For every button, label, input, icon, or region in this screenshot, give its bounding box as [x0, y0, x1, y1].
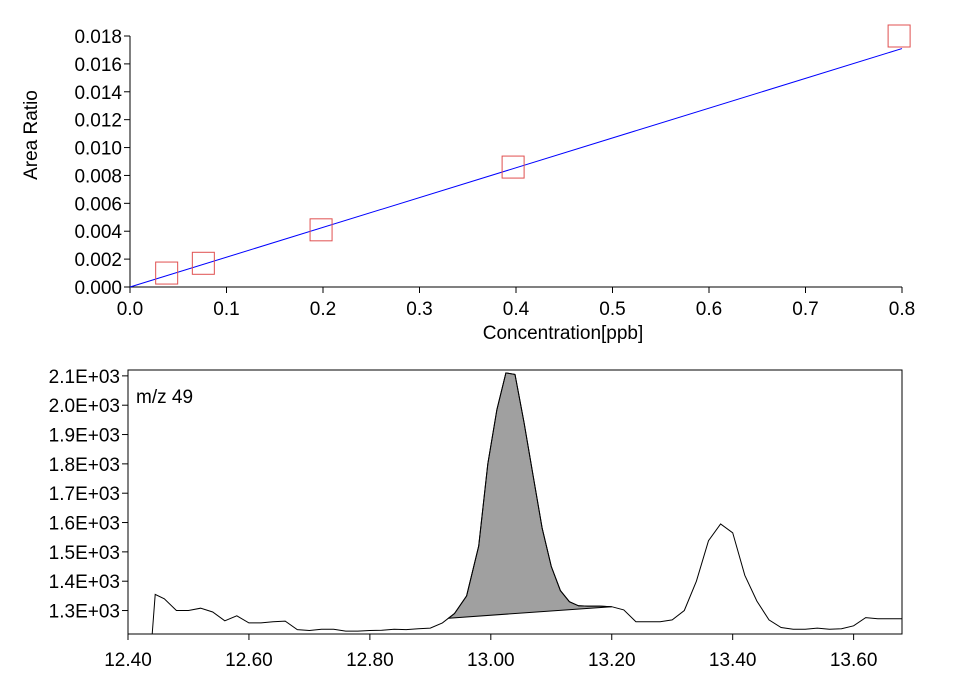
x-tick-label: 0.1 — [213, 299, 239, 320]
chromatogram-y-ticks: 1.3E+03 1.4E+03 1.5E+03 1.6E+03 1.7E+03 1.8E+… — [49, 367, 128, 623]
y-tick-label: 0.014 — [74, 83, 122, 104]
y-tick-label: 1.6E+03 — [49, 514, 120, 535]
x-tick-label: 13.40 — [709, 650, 757, 671]
integrated-peak-area — [446, 372, 612, 619]
x-tick-label: 0.2 — [310, 299, 336, 320]
x-tick-label: 0.0 — [117, 299, 143, 320]
x-tick-label: 13.20 — [588, 650, 636, 671]
y-tick-label: 0.004 — [74, 222, 122, 243]
chromatogram-frame — [127, 369, 903, 635]
chromatogram-trace — [151, 372, 902, 635]
y-tick-label: 0.000 — [74, 278, 122, 299]
y-tick-label: 1.8E+03 — [49, 455, 120, 476]
x-tick-label: 12.40 — [104, 650, 152, 671]
x-tick-label: 0.6 — [696, 299, 722, 320]
y-tick-label: 1.9E+03 — [49, 426, 120, 447]
calibration-points — [155, 24, 911, 285]
y-tick-label: 2.1E+03 — [49, 367, 120, 388]
x-tick-label: 0.4 — [503, 299, 530, 320]
chromatogram-x-ticks: 12.40 12.60 12.80 13.00 13.20 13.40 13.60 — [104, 634, 877, 671]
calibration-point — [309, 218, 333, 242]
y-axis-label: Area Ratio — [21, 90, 42, 180]
y-tick-label: 0.006 — [74, 194, 122, 215]
y-tick-label: 0.002 — [74, 250, 122, 271]
x-tick-label: 0.3 — [406, 299, 432, 320]
calibration-chart: 0.000 0.002 0.004 0.006 0.008 0.010 0.012 0.014… — [21, 24, 915, 344]
x-tick-label: 13.60 — [830, 650, 878, 671]
calibration-fit-line — [129, 48, 903, 288]
x-tick-label: 12.80 — [346, 650, 394, 671]
mz-annotation: m/z 49 — [136, 387, 193, 408]
x-tick-label: 0.8 — [889, 299, 915, 320]
calibration-point — [191, 251, 215, 275]
chromatogram-chart: 1.3E+03 1.4E+03 1.5E+03 1.6E+03 1.7E+03 1.8E+… — [49, 367, 903, 671]
calibration-point — [887, 24, 911, 48]
x-axis-label: Concentration[ppb] — [483, 323, 644, 344]
y-tick-label: 0.016 — [74, 55, 122, 76]
calibration-point — [501, 155, 525, 179]
x-tick-label: 0.5 — [599, 299, 625, 320]
y-tick-label: 1.5E+03 — [49, 543, 120, 564]
y-tick-label: 0.012 — [74, 111, 122, 132]
y-tick-label: 1.7E+03 — [49, 484, 120, 505]
y-tick-label: 0.008 — [74, 166, 122, 187]
calibration-y-ticks: 0.000 0.002 0.004 0.006 0.008 0.010 0.012 0.014… — [74, 27, 130, 299]
y-tick-label: 1.4E+03 — [49, 572, 120, 593]
x-tick-label: 0.7 — [792, 299, 818, 320]
y-tick-label: 0.018 — [74, 27, 122, 48]
calibration-point — [155, 261, 179, 285]
y-tick-label: 2.0E+03 — [49, 396, 120, 417]
x-tick-label: 12.60 — [225, 650, 273, 671]
calibration-x-ticks: 0.0 0.1 0.2 0.3 0.4 0.5 0.6 0.7 0.8 — [117, 287, 915, 320]
x-tick-label: 13.00 — [467, 650, 515, 671]
y-tick-label: 1.3E+03 — [49, 602, 120, 623]
y-tick-label: 0.010 — [74, 139, 122, 160]
